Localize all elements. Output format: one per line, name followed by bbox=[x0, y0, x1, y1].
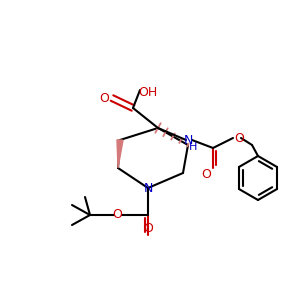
Text: O: O bbox=[112, 208, 122, 221]
Text: O: O bbox=[143, 221, 153, 235]
Text: O: O bbox=[201, 167, 211, 181]
Text: OH: OH bbox=[138, 86, 158, 100]
Polygon shape bbox=[117, 140, 123, 168]
Text: N: N bbox=[143, 182, 153, 194]
Text: O: O bbox=[99, 92, 109, 104]
Text: O: O bbox=[234, 131, 244, 145]
Text: H: H bbox=[189, 142, 197, 152]
Text: N: N bbox=[183, 134, 193, 146]
